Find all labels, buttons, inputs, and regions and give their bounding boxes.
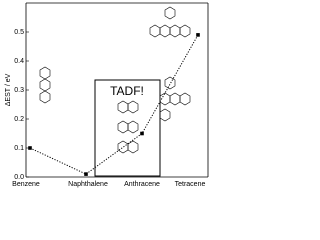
data-point: [196, 33, 200, 37]
x-tick-label: Tetracene: [175, 181, 206, 188]
y-tick-label: 0.5: [14, 29, 24, 36]
chart: ΔEST / eV TADF! 0.0 0.1 0.2 0.3 0.4 0.5 Benzen…: [5, 2, 209, 188]
y-tick-label: 0.4: [14, 58, 24, 65]
tadf-box: [94, 79, 161, 177]
data-line: [29, 34, 199, 175]
x-tick-label: Naphthalene: [68, 181, 108, 188]
x-tick-label: Benzene: [12, 181, 40, 188]
data-point: [28, 146, 32, 150]
x-tick-label: Anthracene: [124, 181, 160, 188]
data-point: [84, 172, 88, 176]
y-tick-label: 0.0: [14, 174, 24, 181]
molecule-drawings: [39, 6, 191, 154]
y-tick-label: 0.1: [14, 145, 24, 152]
data-point: [140, 131, 144, 136]
y-axis-label: ΔEST / eV: [5, 73, 12, 106]
y-tick-label: 0.2: [14, 116, 24, 123]
y-tick-label: 0.3: [14, 87, 24, 94]
annotation: TADF!: [110, 84, 144, 98]
